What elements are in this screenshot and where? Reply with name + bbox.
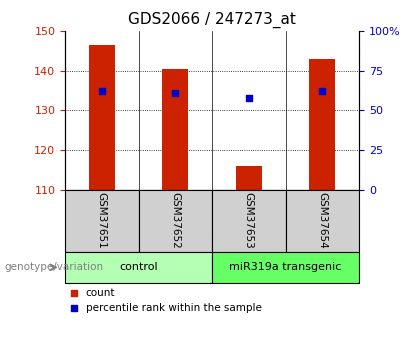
Point [71,305,77,310]
Text: GSM37651: GSM37651 [97,193,107,249]
Point [98,88,105,93]
Bar [212,252,359,283]
Text: percentile rank within the sample: percentile rank within the sample [86,303,262,313]
Point [319,88,326,93]
Text: control: control [119,263,158,272]
Title: GDS2066 / 247273_at: GDS2066 / 247273_at [128,12,296,28]
Bar [89,45,115,190]
Bar [212,190,286,252]
Bar [310,59,335,190]
Text: genotype/variation: genotype/variation [4,263,103,272]
Bar [236,166,262,190]
Text: GSM37652: GSM37652 [171,193,180,249]
Point [71,290,77,295]
Point [172,90,179,95]
Bar [139,190,212,252]
Bar [65,252,212,283]
Text: GSM37653: GSM37653 [244,193,254,249]
Bar [65,190,139,252]
Point [245,96,252,101]
Bar [163,69,188,190]
Text: GSM37654: GSM37654 [318,193,327,249]
Text: miR319a transgenic: miR319a transgenic [229,263,342,272]
Bar [286,190,359,252]
Text: count: count [86,288,115,297]
